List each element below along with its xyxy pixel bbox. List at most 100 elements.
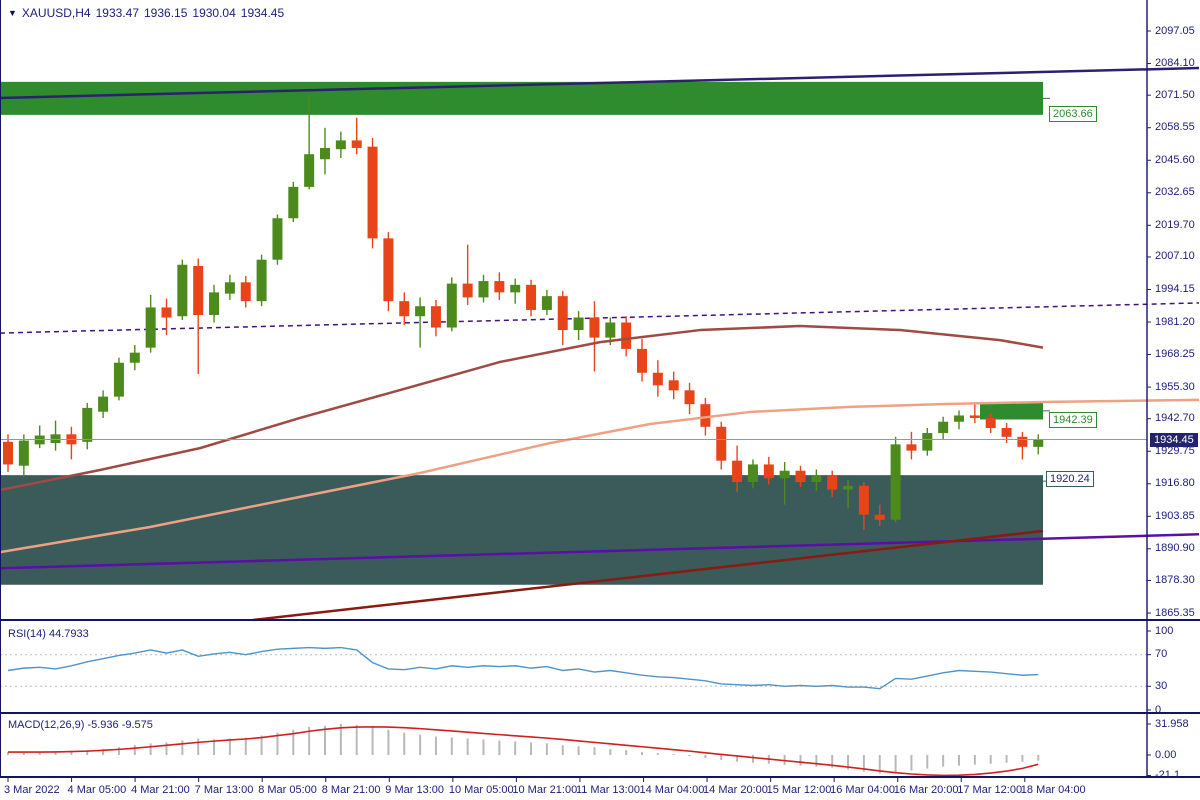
candle-body <box>922 433 933 451</box>
time-axis-label: 15 Mar 12:00 <box>766 784 832 796</box>
price-tag-demand: 1920.24 <box>1046 471 1094 487</box>
candle-body <box>145 307 156 348</box>
candle-body <box>367 146 378 239</box>
candle-body <box>415 306 426 317</box>
price-axis-label: 1903.85 <box>1155 509 1195 522</box>
candle-body <box>256 259 267 302</box>
current-price-tag: 1934.45 <box>1150 433 1198 447</box>
candle-body <box>906 444 917 451</box>
price-axis-label: 1968.25 <box>1155 348 1195 361</box>
quote-low: 1930.04 <box>192 6 236 20</box>
candle-body <box>113 362 124 397</box>
candle-body <box>193 265 204 315</box>
candle-body <box>763 464 774 479</box>
candle-body <box>430 306 441 328</box>
candle-body <box>510 284 521 293</box>
time-axis-label: 10 Mar 21:00 <box>512 784 578 796</box>
price-axis-label: 2097.05 <box>1155 24 1195 37</box>
price-axis-label: 1865.35 <box>1155 606 1195 619</box>
candle-body <box>684 390 695 405</box>
ma-fast <box>0 398 1200 554</box>
candle-body <box>985 417 996 429</box>
candle-body <box>969 415 980 418</box>
candle-body <box>652 372 663 386</box>
price-axis-label: 1878.30 <box>1155 574 1195 586</box>
time-axis-label: 8 Mar 21:00 <box>321 784 381 796</box>
time-axis-label: 8 Mar 05:00 <box>258 784 317 796</box>
candle-body <box>811 475 822 483</box>
time-axis-label: 14 Mar 20:00 <box>703 784 768 796</box>
price-axis-label: 2032.65 <box>1155 186 1195 199</box>
candle-body <box>383 238 394 302</box>
candle-body <box>98 396 109 412</box>
macd-indicator-label: MACD(12,26,9) -5.936 -9.575 <box>8 719 153 731</box>
time-axis-label: 4 Mar 05:00 <box>67 784 127 796</box>
candle-body <box>50 434 61 444</box>
macd-axis-label: 0.00 <box>1155 748 1177 761</box>
price-axis-label: 2084.10 <box>1155 57 1195 70</box>
price-axis-label: 2045.60 <box>1155 153 1195 166</box>
time-axis-label: 18 Mar 04:00 <box>1020 784 1086 796</box>
candle-body <box>272 218 283 260</box>
candle-body <box>18 440 29 466</box>
supply-zone-mid <box>980 402 1043 420</box>
symbol-name: XAUUSD,H4 <box>21 6 91 20</box>
candle-body <box>34 435 45 445</box>
rsi-line <box>7 646 1039 690</box>
time-axis-label: 17 Mar 12:00 <box>957 784 1023 796</box>
candle-body <box>954 415 964 422</box>
price-axis-label: 1942.70 <box>1155 412 1195 425</box>
candle-body <box>3 441 13 465</box>
candle-body <box>129 352 140 363</box>
price-axis-label: 2019.70 <box>1155 218 1195 231</box>
candle-body <box>779 470 790 479</box>
candle-body <box>732 460 743 483</box>
macd-signal-line <box>8 726 1039 777</box>
macd-axis-label: 31.958 <box>1155 717 1189 730</box>
candle-body <box>335 140 346 150</box>
trendline-upper-channel[interactable] <box>0 66 1200 100</box>
candle-body <box>304 154 315 187</box>
ma-slow <box>0 324 1044 492</box>
candle-body <box>1033 439 1044 447</box>
quote-close: 1934.45 <box>240 6 285 20</box>
candle-body <box>874 514 885 520</box>
candle-body <box>177 264 188 317</box>
candle-body <box>399 301 410 317</box>
candle-body <box>637 348 647 373</box>
rsi-indicator-label: RSI(14) 44.7933 <box>8 628 89 640</box>
candle-body <box>621 322 632 349</box>
candle-body <box>890 444 901 520</box>
trendline-rising-support[interactable] <box>252 529 1044 622</box>
time-axis-label: 14 Mar 04:00 <box>639 784 705 796</box>
time-axis-label: 11 Mar 13:00 <box>575 784 640 796</box>
price-axis-label: 2071.50 <box>1155 88 1195 101</box>
price-tag-supply-top: 2063.66 <box>1049 106 1097 122</box>
quote-open: 1933.47 <box>95 6 139 20</box>
demand-zone <box>0 475 1043 585</box>
candle-body <box>557 296 568 331</box>
candle-body <box>858 485 869 515</box>
candle-body <box>161 307 172 318</box>
candle-body <box>605 322 616 338</box>
candle-body <box>351 140 362 148</box>
price-axis-label: 1916.80 <box>1155 477 1195 490</box>
price-axis-label: 1981.20 <box>1155 315 1195 328</box>
candle-body <box>288 186 299 219</box>
candle-body <box>795 470 806 483</box>
time-axis-label: 4 Mar 21:00 <box>131 784 190 796</box>
candle-body <box>320 147 330 160</box>
trendline-mid-dashed[interactable] <box>0 302 1200 334</box>
trendline-lower-channel[interactable] <box>0 533 1200 570</box>
candle-body <box>747 464 758 483</box>
candle-body <box>82 407 93 442</box>
time-axis-label: 16 Mar 04:00 <box>830 784 895 796</box>
candle-body <box>526 284 537 310</box>
candle-body <box>240 282 251 302</box>
candle-body <box>224 282 235 294</box>
candle-body <box>1001 428 1012 437</box>
chevron-down-icon[interactable]: ▼ <box>8 8 17 18</box>
candle-body <box>478 281 489 298</box>
